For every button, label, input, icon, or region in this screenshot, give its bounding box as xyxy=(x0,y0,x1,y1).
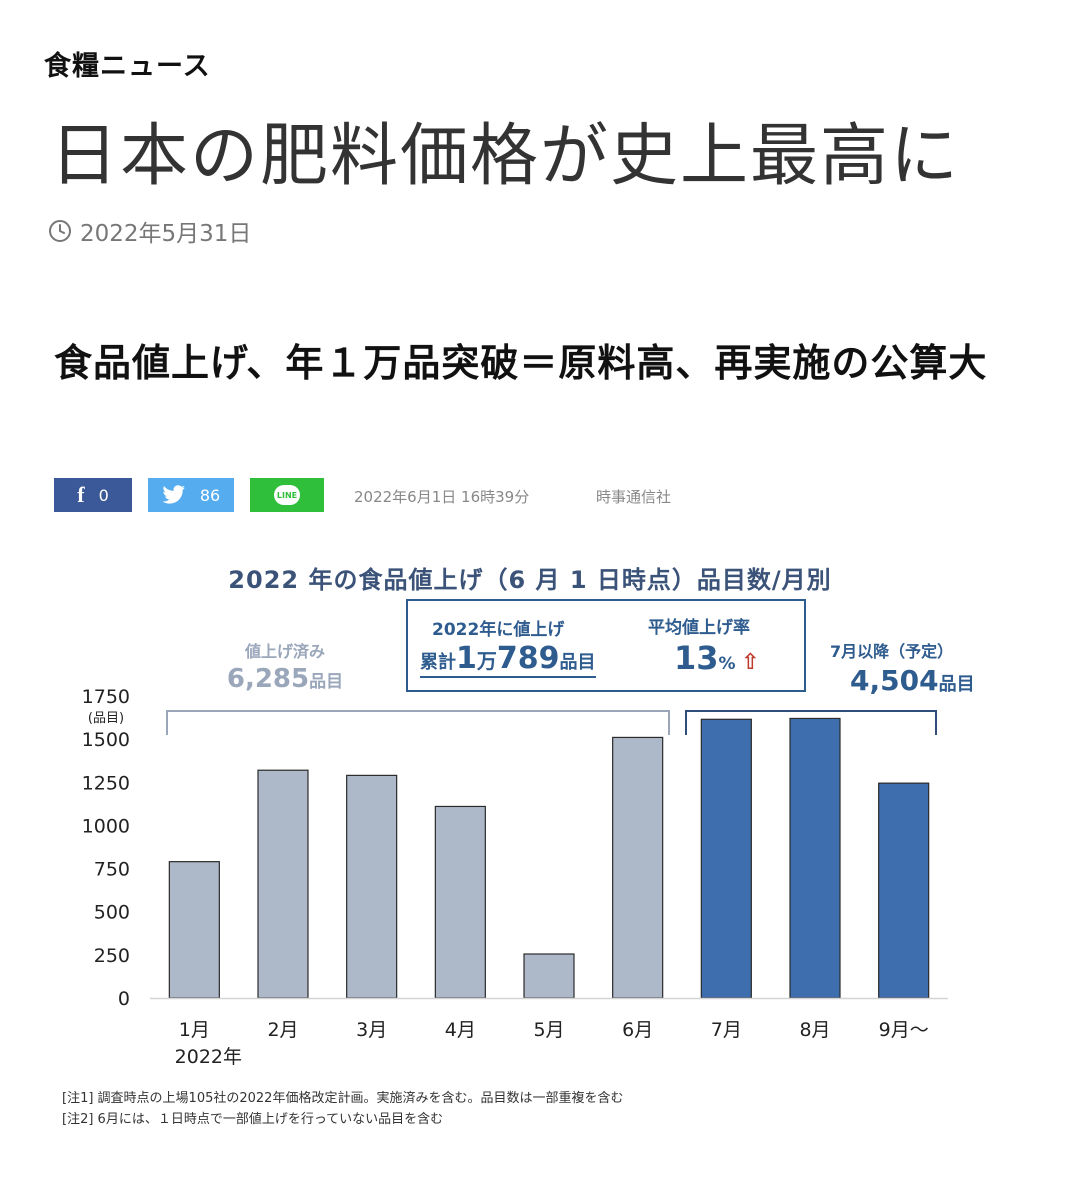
planned-label: 7月以降（予定） xyxy=(830,642,954,661)
facebook-icon: f xyxy=(77,482,85,507)
y-axis-unit: (品目) xyxy=(88,711,124,726)
twitter-count: 86 xyxy=(199,485,221,505)
twitter-share-button[interactable]: 86 xyxy=(148,478,234,512)
x-tick-label: 6月 xyxy=(622,1019,653,1041)
chart-title: 2022 年の食品値上げ（6 月 1 日時点）品目数/月別 xyxy=(228,566,832,594)
bar-5 xyxy=(523,953,575,999)
twitter-bird-icon xyxy=(162,485,185,504)
facebook-count: 0 xyxy=(98,485,109,505)
y-tick-label: 250 xyxy=(94,945,130,967)
chart-notes: [注1] 調査時点の上場105社の2022年価格改定計画。実施済みを含む。品目数… xyxy=(62,1088,623,1130)
planned-value: 4,504 xyxy=(850,664,939,697)
post-date: 2022年5月31日 xyxy=(48,214,251,248)
post-date-text: 2022年5月31日 xyxy=(80,221,252,247)
x-tick-label: 9月～ xyxy=(879,1019,929,1041)
clock-icon xyxy=(49,220,71,242)
share-bar: f 0 86 LINE xyxy=(54,478,340,512)
x-axis-year-label: 2022年 xyxy=(175,1046,242,1068)
article-datetime: 2022年6月1日 16時39分 xyxy=(354,488,530,506)
bar-6 xyxy=(612,736,664,999)
y-axis: 0 250 500 750 1000 1250 1500 1750 (品目) xyxy=(82,686,130,1010)
y-tick-label: 1500 xyxy=(82,729,130,751)
total-value-man: 1 xyxy=(456,641,477,676)
planned-brace xyxy=(685,710,937,735)
y-tick-label: 0 xyxy=(118,988,130,1010)
x-tick-label: 8月 xyxy=(799,1019,830,1041)
bar-3 xyxy=(346,774,398,999)
y-tick-label: 1000 xyxy=(82,815,130,837)
x-axis: 1月 2月 3月 4月 5月 6月 7月 8月 9月～ 2022年 xyxy=(150,997,948,1068)
rate-label: 平均値上げ率 xyxy=(648,618,750,638)
facebook-share-button[interactable]: f 0 xyxy=(54,478,132,512)
total-box: 2022年に値上げ 累計1万789品目 平均値上げ率 13% ⇧ xyxy=(406,599,806,692)
y-tick-label: 750 xyxy=(94,859,130,881)
bar-8 xyxy=(789,717,841,999)
up-arrow-icon: ⇧ xyxy=(741,650,760,675)
y-tick-label: 1250 xyxy=(82,772,130,794)
bar-7 xyxy=(700,718,752,999)
y-tick-label: 500 xyxy=(94,902,130,924)
planned-annotation: 7月以降（予定） 4,504品目 xyxy=(830,638,1010,697)
x-tick-label: 1月 xyxy=(179,1019,210,1041)
total-prefix: 累計 xyxy=(420,652,456,673)
period-braces xyxy=(166,710,937,735)
total-value-rest: 789 xyxy=(496,641,560,676)
rate-value: 13 xyxy=(674,639,719,677)
total-man: 万 xyxy=(476,649,497,673)
article-source: 時事通信社 xyxy=(596,488,672,506)
x-tick-label: 7月 xyxy=(711,1019,742,1041)
site-name[interactable]: 食糧ニュース xyxy=(44,51,211,82)
article-subhead: 食品値上げ、年１万品突破＝原料高、再実施の公算大 xyxy=(54,341,988,385)
bar-4 xyxy=(434,805,486,999)
planned-unit: 品目 xyxy=(938,674,975,695)
rate-unit: % xyxy=(718,654,736,674)
bar-2 xyxy=(257,769,309,999)
x-tick-label: 3月 xyxy=(356,1019,387,1041)
total-unit: 品目 xyxy=(559,652,596,673)
x-tick-label: 4月 xyxy=(445,1019,476,1041)
note-2: [注2] 6月には、１日時点で一部値上げを行っていない品目を含む xyxy=(62,1112,444,1127)
done-unit: 品目 xyxy=(309,672,344,692)
bars xyxy=(168,717,930,999)
headline: 日本の肥料価格が史上最高に xyxy=(50,117,961,196)
total-value-line: 累計1万789品目 xyxy=(420,641,596,678)
bar-1 xyxy=(168,861,220,999)
done-brace xyxy=(166,710,670,735)
done-label: 値上げ済み xyxy=(244,642,325,661)
y-tick-label: 1750 xyxy=(82,686,130,708)
note-1: [注1] 調査時点の上場105社の2022年価格改定計画。実施済みを含む。品目数… xyxy=(62,1091,624,1106)
done-value: 6,285 xyxy=(226,664,310,694)
x-tick-label: 2月 xyxy=(267,1019,298,1041)
total-label: 2022年に値上げ xyxy=(432,620,565,640)
x-tick-label: 5月 xyxy=(533,1019,564,1041)
line-share-button[interactable]: LINE xyxy=(250,478,324,512)
line-icon: LINE xyxy=(274,485,300,505)
rate-value-line: 13% ⇧ xyxy=(674,639,760,677)
done-annotation: 値上げ済み 6,285品目 xyxy=(200,638,370,694)
bar-9 xyxy=(878,782,930,999)
